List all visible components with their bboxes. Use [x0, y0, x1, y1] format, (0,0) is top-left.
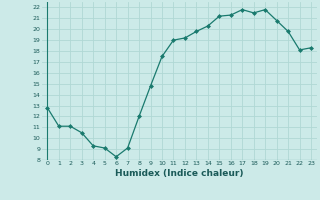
- X-axis label: Humidex (Indice chaleur): Humidex (Indice chaleur): [115, 169, 244, 178]
